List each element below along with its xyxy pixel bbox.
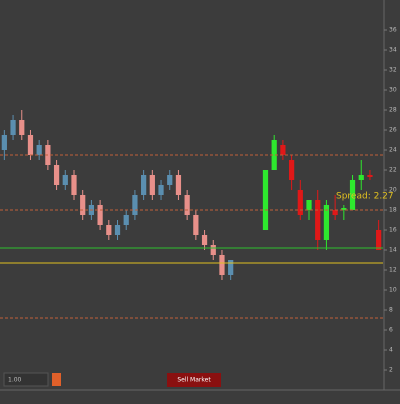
y-tick-label: 24 <box>389 147 397 154</box>
sell-button-label: Sell Market <box>177 377 211 384</box>
y-tick-label: 22 <box>389 167 397 174</box>
y-tick-label: 36 <box>389 27 397 34</box>
y-tick-label: 28 <box>389 107 397 114</box>
lot-value: 1.00 <box>8 377 22 384</box>
y-tick-label: 14 <box>389 247 397 254</box>
y-tick-label: 20 <box>389 187 397 194</box>
y-tick-label: 8 <box>389 307 393 314</box>
y-tick-label: 18 <box>389 207 397 214</box>
candle-body <box>228 260 234 275</box>
y-tick-label: 12 <box>389 267 397 274</box>
sell-button[interactable] <box>167 373 221 387</box>
y-tick-label: 30 <box>389 87 397 94</box>
y-tick-label: 32 <box>389 67 397 74</box>
y-tick-label: 4 <box>389 347 393 354</box>
y-tick-label: 10 <box>389 287 397 294</box>
y-tick-label: 26 <box>389 127 397 134</box>
y-tick-label: 16 <box>389 227 397 234</box>
lot-input[interactable] <box>3 372 49 387</box>
y-tick-label: 34 <box>389 47 397 54</box>
spread-label: Spread: 2.27 <box>336 192 394 202</box>
y-tick-label: 2 <box>389 367 393 374</box>
plus-button[interactable] <box>52 373 61 386</box>
y-tick-label: 6 <box>389 327 393 334</box>
